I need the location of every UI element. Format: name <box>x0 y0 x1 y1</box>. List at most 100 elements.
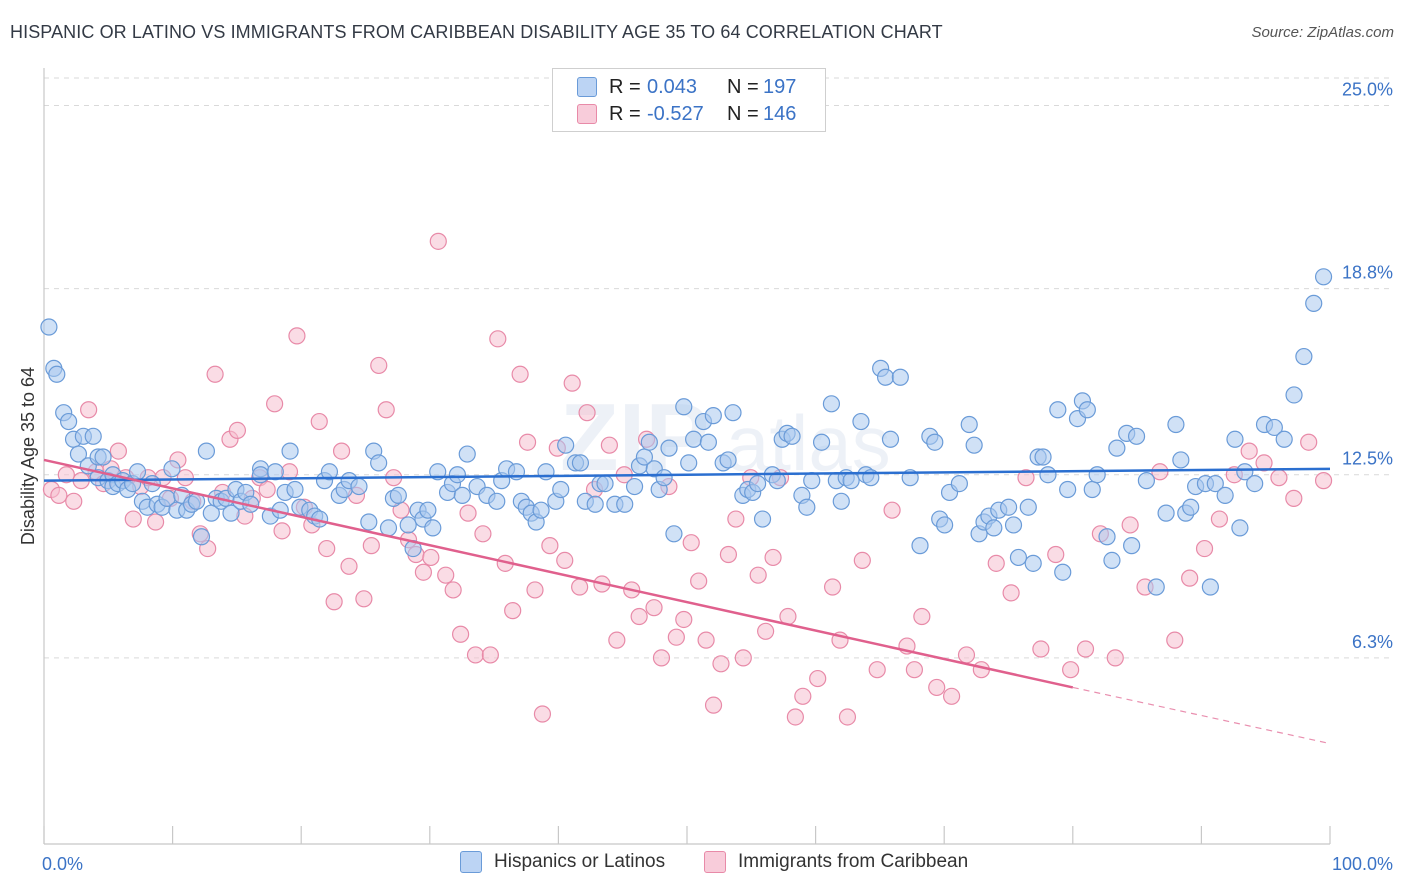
caribbean-point <box>667 628 685 646</box>
caribbean-point <box>1062 661 1080 679</box>
caribbean-point <box>883 501 901 519</box>
caribbean-point <box>206 365 224 383</box>
series-legend-hispanic: Hispanics or Latinos <box>460 851 665 873</box>
hispanic-point <box>665 525 683 543</box>
hispanic-point <box>798 498 816 516</box>
hispanic-point <box>1123 537 1141 555</box>
caribbean-point <box>1181 569 1199 587</box>
hispanic-point <box>950 474 968 493</box>
hispanic-point <box>1265 418 1283 437</box>
y-axis-label: Disability Age 35 to 64 <box>18 367 38 545</box>
hispanic-point <box>675 398 693 416</box>
hispanic-point <box>84 427 102 445</box>
x-tick-label: 0.0% <box>42 854 83 874</box>
hispanic-point <box>424 519 442 537</box>
hispanic-point <box>1004 516 1023 534</box>
hispanic-point <box>1285 386 1303 404</box>
hispanic-point <box>1206 474 1224 493</box>
hispanic-point <box>1034 448 1052 466</box>
hispanic-point <box>1246 474 1264 493</box>
caribbean-point <box>1285 489 1303 507</box>
caribbean-point <box>258 480 276 499</box>
hispanic-point <box>1231 519 1249 537</box>
caribbean-point <box>422 548 440 567</box>
hispanic-point <box>1059 480 1077 499</box>
caribbean-point <box>749 566 767 584</box>
caribbean-point <box>853 551 871 569</box>
hispanic-point <box>832 492 850 510</box>
hispanic-points <box>40 268 1333 596</box>
y-tick-label: 12.5% <box>1342 449 1393 469</box>
caribbean-point <box>1151 463 1169 481</box>
hispanic-point <box>768 472 786 490</box>
caribbean-point <box>481 646 499 664</box>
hispanic-point <box>571 454 590 472</box>
hispanic-point <box>197 442 216 460</box>
hispanic-point <box>163 460 181 478</box>
series-label: Immigrants from Caribbean <box>738 851 969 872</box>
hispanic-point <box>660 439 678 457</box>
caribbean-point <box>325 593 343 611</box>
hispanic-point <box>1157 504 1175 522</box>
hispanic-point <box>1024 554 1042 572</box>
caribbean-point <box>868 661 886 679</box>
source-label: Source: ZipAtlas.com <box>1251 24 1394 41</box>
caribbean-point <box>340 557 358 575</box>
hispanic-point <box>1295 347 1313 366</box>
caribbean-point <box>957 646 976 664</box>
caribbean-point <box>943 687 961 705</box>
caribbean-point <box>65 492 83 510</box>
hispanic-point <box>1039 466 1057 484</box>
hispanic-point <box>1088 466 1106 484</box>
r-label: R = <box>609 102 641 125</box>
hispanic-point <box>1201 578 1219 596</box>
caribbean-point <box>556 551 574 569</box>
caribbean-point <box>1255 454 1273 472</box>
caribbean-point <box>1240 442 1258 460</box>
hispanic-point <box>985 519 1003 537</box>
hispanic-point <box>1172 451 1190 469</box>
caribbean-point <box>57 466 75 484</box>
caribbean-point <box>1017 469 1035 487</box>
hispanic-point <box>1127 427 1146 445</box>
hispanic-point <box>724 404 742 422</box>
hispanic-point <box>965 436 983 454</box>
hispanic-trend-line <box>43 467 1331 482</box>
caribbean-point <box>1032 640 1050 658</box>
caribbean-point <box>310 412 328 431</box>
caribbean-point <box>608 631 626 649</box>
hispanic-point <box>1167 415 1185 434</box>
caribbean-point <box>176 469 194 487</box>
caribbean-point <box>905 661 924 679</box>
caribbean-point <box>757 622 775 640</box>
hispanic-point <box>852 412 870 431</box>
caribbean-point <box>786 708 804 726</box>
hispanic-point <box>389 486 407 505</box>
hispanic-point <box>891 368 909 386</box>
caribbean-point <box>987 554 1005 572</box>
hispanic-point <box>69 445 88 463</box>
hispanic-point <box>822 395 841 413</box>
series-legend-caribbean: Immigrants from Caribbean <box>704 851 968 873</box>
legend-swatch-blue <box>577 77 597 97</box>
caribbean-point <box>838 708 857 726</box>
hispanic-point <box>1182 498 1200 516</box>
hispanic-point <box>680 454 698 472</box>
legend-row-hispanic: R = 0.043 N = 197 <box>577 74 796 100</box>
caribbean-trend-line <box>43 458 1074 689</box>
hispanic-point <box>48 365 66 383</box>
caribbean-point <box>124 510 142 528</box>
caribbean-point <box>1121 516 1139 534</box>
axis-layer: 6.3% 12.5% 18.8% 25.0% 0.0% 100.0% <box>42 68 1393 874</box>
hispanic-point <box>488 492 506 510</box>
caribbean-point <box>712 655 730 673</box>
caribbean-point <box>652 649 671 667</box>
trend-lines <box>43 458 1331 745</box>
caribbean-point <box>690 572 708 590</box>
hispanic-point <box>1009 548 1028 567</box>
series-swatch-pink <box>704 851 726 873</box>
correlation-legend: R = 0.043 N = 197 R = -0.527 N = 146 <box>552 68 826 132</box>
caribbean-point <box>1076 640 1095 658</box>
caribbean-point <box>1270 469 1288 487</box>
caribbean-point <box>928 678 946 697</box>
